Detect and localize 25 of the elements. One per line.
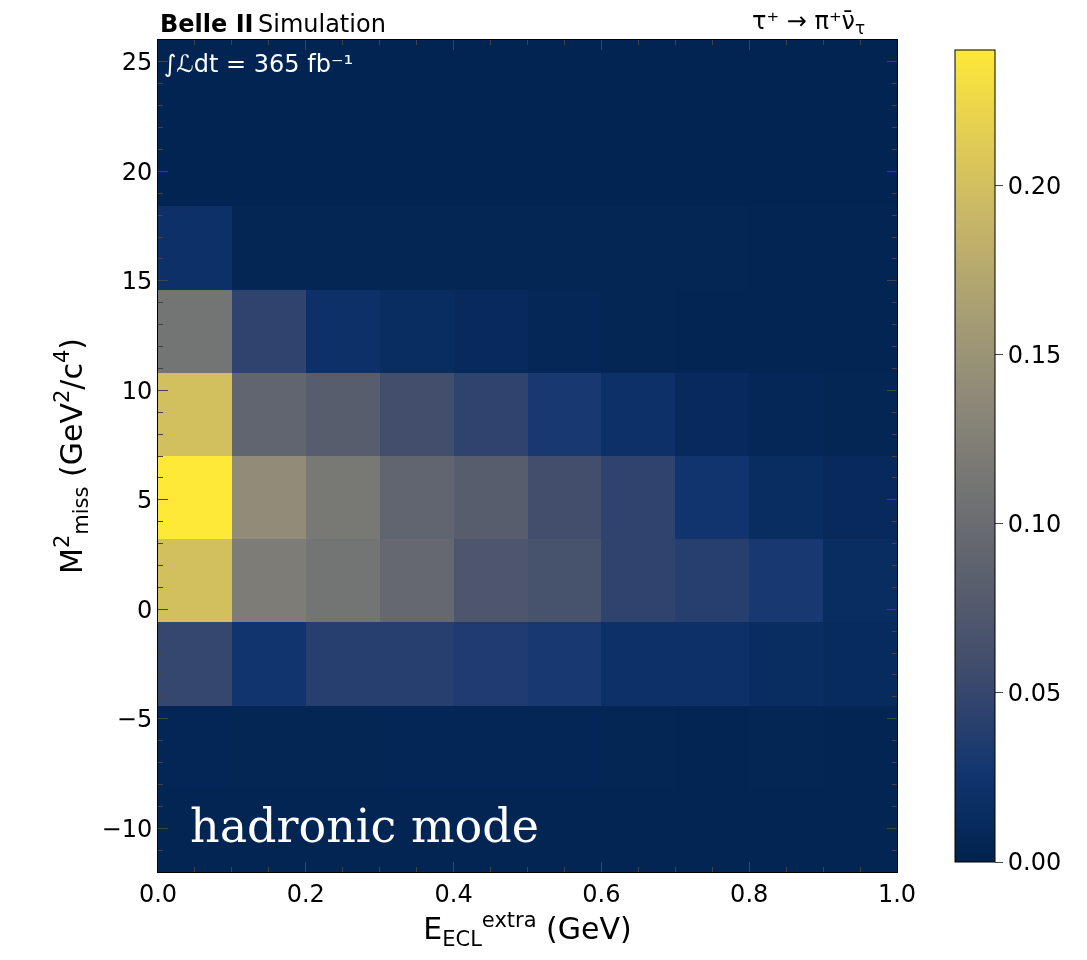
y-tick-label: 15 [121, 267, 153, 296]
y-tick-label: 20 [121, 157, 153, 186]
color-bar-label: 0.20 [1007, 171, 1062, 200]
color-bar-label: 0.10 [1007, 510, 1062, 539]
x-tick-label: 0.4 [434, 879, 473, 908]
y-tick-label: −10 [101, 814, 153, 843]
x-tick-label: 0.0 [138, 879, 178, 908]
x-tick-label: 0.2 [286, 879, 325, 908]
y-tick-label: 10 [121, 376, 153, 405]
chart-title: Belle II [160, 10, 254, 38]
annotation: hadronic mode [190, 799, 539, 853]
y-tick-label: −5 [116, 705, 153, 734]
y-tick-label: 25 [121, 48, 153, 77]
x-tick-label: 1.0 [877, 879, 917, 908]
color-bar-label: 0.15 [1007, 340, 1062, 369]
x-tick-label: 0.6 [582, 879, 621, 908]
color-bar-label: 0.05 [1007, 679, 1062, 708]
text: τ⁺ → π⁺ν̄$_{τ}$ [752, 7, 866, 39]
annotation: ∫ℒdt = 365 fb⁻¹ [164, 50, 354, 78]
x-tick-label: 0.8 [730, 879, 769, 908]
x-axis-title: E$_{ECL}$$^{extra}$ (GeV) [423, 907, 632, 951]
color-bar-label: 0.00 [1007, 848, 1062, 877]
y-tick-label: 5 [136, 486, 153, 515]
chart-subtitle: Simulation [258, 10, 386, 38]
y-tick-label: 0 [136, 595, 153, 624]
